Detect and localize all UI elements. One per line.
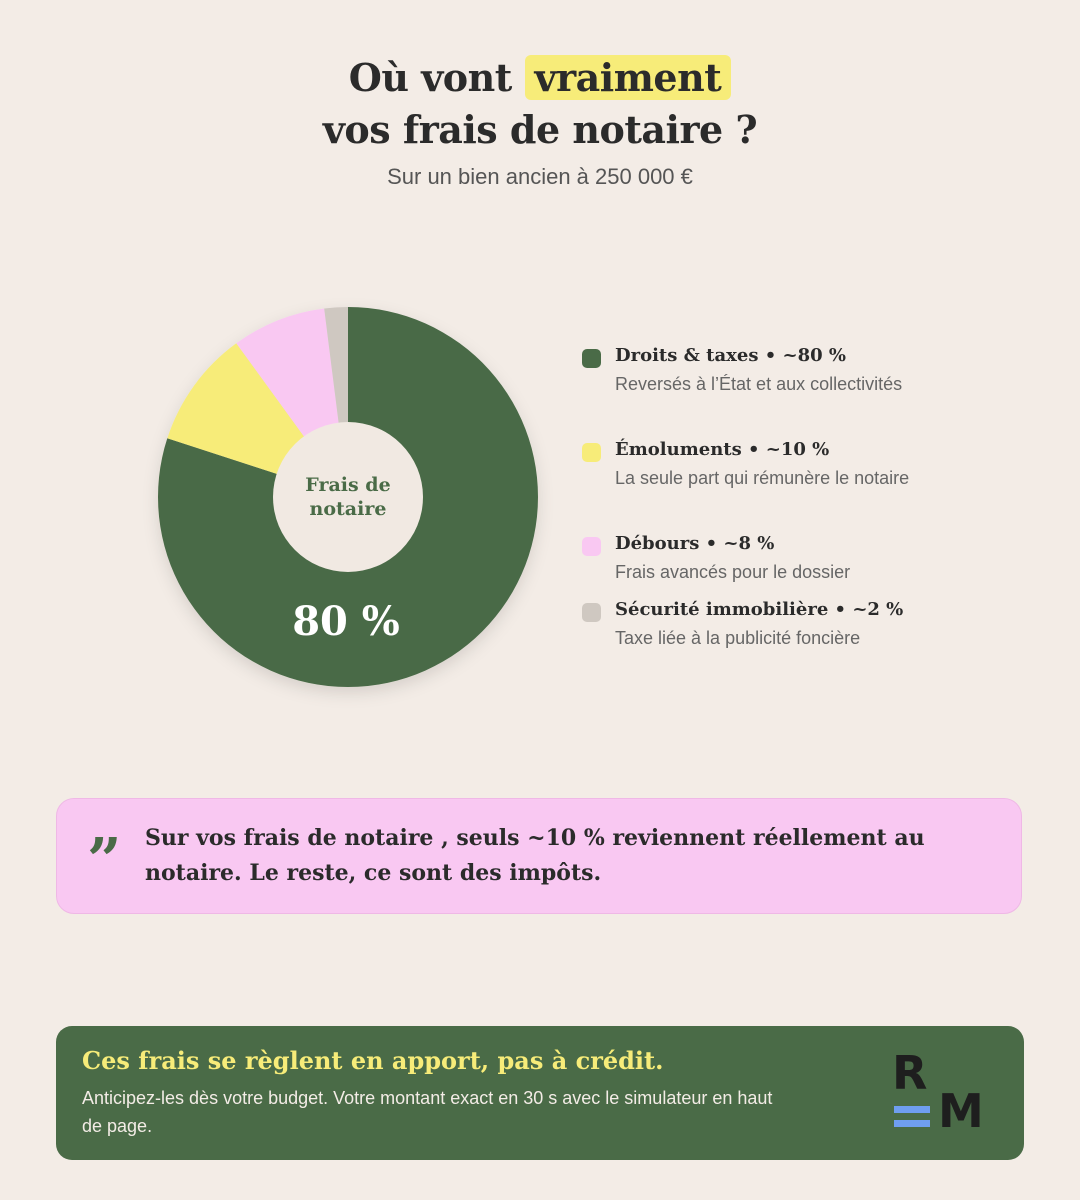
legend-description: La seule part qui rémunère le notaire: [615, 468, 910, 488]
quote-callout: ” Sur vos frais de notaire , seuls ~10 %…: [56, 798, 1022, 914]
legend-title: Droits & taxes • ~80 %: [615, 345, 847, 366]
donut-chart: Frais de notaire 80 %: [157, 307, 538, 687]
logo-bar: [894, 1120, 930, 1127]
center-label-line1: Frais de: [305, 474, 390, 496]
slice-percent-label: 80 %: [292, 598, 400, 645]
page-subtitle: Sur un bien ancien à 250 000 €: [387, 164, 693, 189]
cta-title: Ces frais se règlent en apport, pas à cr…: [82, 1046, 664, 1075]
legend-description: Taxe liée à la publicité foncière: [615, 628, 861, 648]
brand-logo: R M: [892, 1046, 984, 1138]
logo-letter-m: M: [938, 1084, 984, 1138]
center-label-line2: notaire: [310, 498, 387, 520]
cta-banner: Ces frais se règlent en apport, pas à cr…: [56, 1026, 1024, 1160]
quote-icon: ”: [87, 826, 122, 896]
legend-title: Sécurité immobilière • ~2 %: [615, 599, 904, 620]
cta-text: Anticipez-les dès votre budget. Votre mo…: [82, 1088, 773, 1136]
title-part-1: Où vont: [348, 55, 525, 100]
legend-title: Émoluments • ~10 %: [615, 439, 830, 460]
title-part-2: vos frais de notaire ?: [322, 107, 758, 152]
title-highlight: vraiment: [524, 55, 732, 100]
page-title: Où vont vraiment vos frais de notaire ?: [0, 52, 1080, 156]
legend-description: Frais avancés pour le dossier: [615, 562, 851, 582]
logo-bar: [894, 1106, 930, 1113]
legend-description: Reversés à l’État et aux collectivités: [615, 374, 903, 394]
logo-letter-r: R: [892, 1046, 928, 1100]
legend-swatch: [582, 537, 601, 556]
legend-swatch: [582, 349, 601, 368]
legend-swatch: [582, 603, 601, 622]
donut-hole: [273, 422, 423, 572]
legend-title: Débours • ~8 %: [615, 533, 775, 554]
quote-text: Sur vos frais de notaire , seuls ~10 % r…: [145, 825, 925, 886]
legend-swatch: [582, 443, 601, 462]
